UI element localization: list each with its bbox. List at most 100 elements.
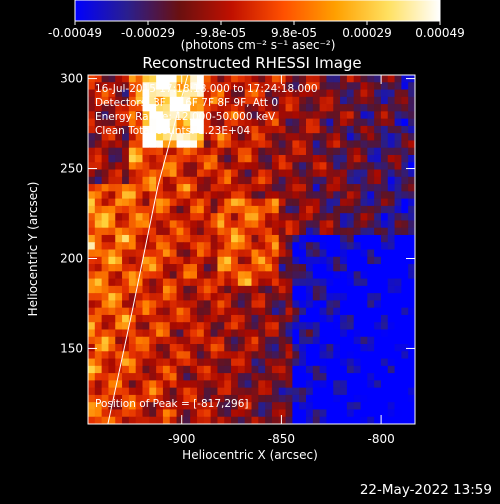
- heatmap-cell: [312, 191, 321, 200]
- heatmap-cell: [142, 111, 150, 120]
- heatmap-cell: [217, 416, 225, 424]
- heatmap-cell: [394, 89, 402, 98]
- heatmap-cell: [122, 358, 130, 367]
- heatmap-cell: [387, 249, 396, 258]
- heatmap-cell: [319, 358, 328, 367]
- heatmap-cell: [353, 380, 362, 389]
- heatmap-cell: [224, 234, 232, 243]
- heatmap-cell: [162, 234, 171, 243]
- heatmap-cell: [162, 322, 171, 331]
- heatmap-cell: [258, 416, 266, 424]
- heatmap-cell: [401, 140, 409, 149]
- heatmap-cell: [176, 104, 184, 112]
- heatmap-cell: [94, 351, 103, 360]
- heatmap-cell: [380, 213, 389, 222]
- heatmap-cell: [169, 111, 178, 120]
- heatmap-cell: [265, 365, 273, 374]
- heatmap-cell: [360, 351, 368, 360]
- heatmap-cell: [306, 104, 314, 112]
- heatmap-cell: [319, 147, 328, 156]
- heatmap-cell: [408, 191, 415, 200]
- heatmap-cell: [244, 220, 253, 229]
- heatmap-cell: [88, 227, 96, 236]
- heatmap-cell: [169, 96, 178, 105]
- heatmap-cell: [312, 380, 321, 389]
- heatmap-cell: [360, 89, 368, 98]
- heatmap-cell: [306, 416, 314, 424]
- heatmap-cell: [251, 351, 259, 360]
- heatmap-cell: [197, 278, 205, 287]
- heatmap-cell: [176, 264, 184, 272]
- heatmap-cell: [251, 264, 259, 272]
- heatmap-cell: [271, 205, 280, 214]
- heatmap-cell: [190, 394, 198, 403]
- heatmap-cell: [306, 125, 314, 134]
- heatmap-cell: [156, 104, 164, 112]
- heatmap-cell: [169, 293, 178, 301]
- heatmap-cell: [101, 227, 110, 236]
- heatmap-cell: [278, 314, 287, 323]
- heatmap-cell: [101, 322, 110, 331]
- heatmap-cell: [237, 285, 246, 294]
- heatmap-cell: [224, 213, 232, 222]
- heatmap-cell: [237, 307, 246, 316]
- heatmap-cell: [346, 358, 355, 367]
- heatmap-cell: [122, 293, 130, 301]
- heatmap-cell: [258, 104, 266, 112]
- heatmap-cell: [346, 133, 355, 142]
- heatmap-cell: [346, 402, 355, 411]
- heatmap-cell: [122, 307, 130, 316]
- heatmap-cell: [271, 96, 280, 105]
- heatmap-cell: [128, 184, 137, 192]
- heatmap-cell: [353, 394, 362, 403]
- heatmap-cell: [101, 373, 110, 381]
- heatmap-cell: [203, 213, 212, 222]
- heatmap-cell: [142, 249, 150, 258]
- x-tick-label: -850: [268, 432, 295, 446]
- heatmap-cell: [169, 184, 178, 192]
- heatmap-cell: [183, 387, 191, 396]
- heatmap-cell: [333, 271, 341, 280]
- heatmap-cell: [101, 358, 110, 367]
- heatmap-cell: [197, 409, 205, 418]
- heatmap-cell: [135, 96, 144, 105]
- heatmap-cell: [367, 198, 375, 207]
- heatmap-cell: [203, 307, 212, 316]
- heatmap-cell: [162, 133, 171, 142]
- heatmap-cell: [190, 220, 198, 229]
- heatmap-cell: [197, 234, 205, 243]
- heatmap-cell: [387, 133, 396, 142]
- heatmap-cell: [203, 75, 212, 83]
- heatmap-cell: [169, 278, 178, 287]
- heatmap-cell: [94, 220, 103, 229]
- heatmap-cell: [231, 198, 239, 207]
- heatmap-cell: [353, 125, 362, 134]
- heatmap-cell: [162, 271, 171, 280]
- heatmap-cell: [101, 409, 110, 418]
- heatmap-cell: [319, 409, 328, 418]
- heatmap-cell: [306, 89, 314, 98]
- heatmap-cell: [353, 285, 362, 294]
- heatmap-cell: [197, 293, 205, 301]
- heatmap-cell: [271, 125, 280, 134]
- heatmap-cell: [217, 387, 225, 396]
- heatmap-cell: [292, 191, 300, 200]
- heatmap-cell: [183, 249, 191, 258]
- heatmap-cell: [115, 322, 123, 331]
- heatmap-cell: [312, 336, 321, 345]
- heatmap-cell: [306, 322, 314, 331]
- heatmap-cell: [319, 154, 328, 163]
- heatmap-cell: [135, 387, 144, 396]
- heatmap-cell: [217, 234, 225, 243]
- heatmap-cell: [312, 416, 321, 424]
- heatmap-cell: [128, 242, 137, 251]
- heatmap-cell: [156, 344, 164, 352]
- heatmap-cell: [183, 104, 191, 112]
- heatmap-cell: [237, 104, 246, 112]
- heatmap-cell: [271, 89, 280, 98]
- heatmap-cell: [197, 147, 205, 156]
- heatmap-cell: [142, 184, 150, 192]
- heatmap-cell: [285, 242, 293, 251]
- heatmap-cell: [122, 140, 130, 149]
